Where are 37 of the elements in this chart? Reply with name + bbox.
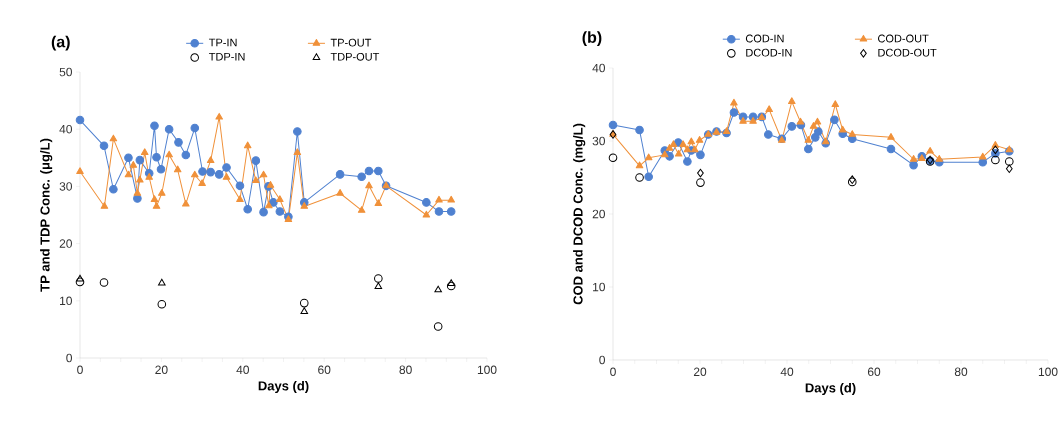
legend-label: DCOD-IN xyxy=(746,48,792,57)
x-tick-label: 0 xyxy=(77,365,83,375)
x-tick-label: 100 xyxy=(477,365,497,375)
legend-label: TDP-OUT xyxy=(330,52,380,61)
x-tick-label: 20 xyxy=(693,367,707,377)
chart-title: (a) xyxy=(51,35,70,51)
x-axis-title: Days (d) xyxy=(805,382,856,396)
y-tick-label: 40 xyxy=(59,124,73,134)
legend-label: COD-OUT xyxy=(878,34,929,43)
x-axis-title: Days (d) xyxy=(258,380,309,394)
y-tick-label: 40 xyxy=(592,63,606,73)
x-tick-label: 0 xyxy=(610,367,616,377)
x-tick-label: 80 xyxy=(954,367,968,377)
x-tick-label: 40 xyxy=(236,365,250,375)
legend-label: COD-IN xyxy=(745,34,784,43)
x-tick-label: 40 xyxy=(780,367,794,377)
legend-label: DCOD-OUT xyxy=(878,48,937,57)
y-tick-label: 20 xyxy=(59,239,73,248)
x-tick-label: 60 xyxy=(318,365,331,375)
y-tick-label: 20 xyxy=(592,209,606,219)
y-tick-label: 0 xyxy=(599,355,606,365)
y-axis-title: TP and TDP Conc. (μg/L) xyxy=(40,138,53,292)
x-tick-label: 60 xyxy=(867,367,881,377)
y-tick-label: 0 xyxy=(66,353,73,363)
chart-title: (b) xyxy=(582,31,602,47)
y-tick-label: 30 xyxy=(592,136,606,146)
y-tick-label: 10 xyxy=(593,282,606,292)
legend-label: TP-OUT xyxy=(330,38,372,47)
legend-label: TP-IN xyxy=(208,38,237,47)
x-tick-label: 80 xyxy=(399,365,412,375)
legend-label: TDP-IN xyxy=(208,52,245,61)
y-axis-title: COD and DCOD Conc. (mg/L) xyxy=(573,123,586,305)
x-tick-label: 100 xyxy=(1038,367,1058,377)
y-tick-label: 10 xyxy=(60,296,73,306)
y-tick-label: 50 xyxy=(59,67,73,77)
x-tick-label: 20 xyxy=(155,365,168,375)
y-tick-label: 30 xyxy=(59,182,73,191)
